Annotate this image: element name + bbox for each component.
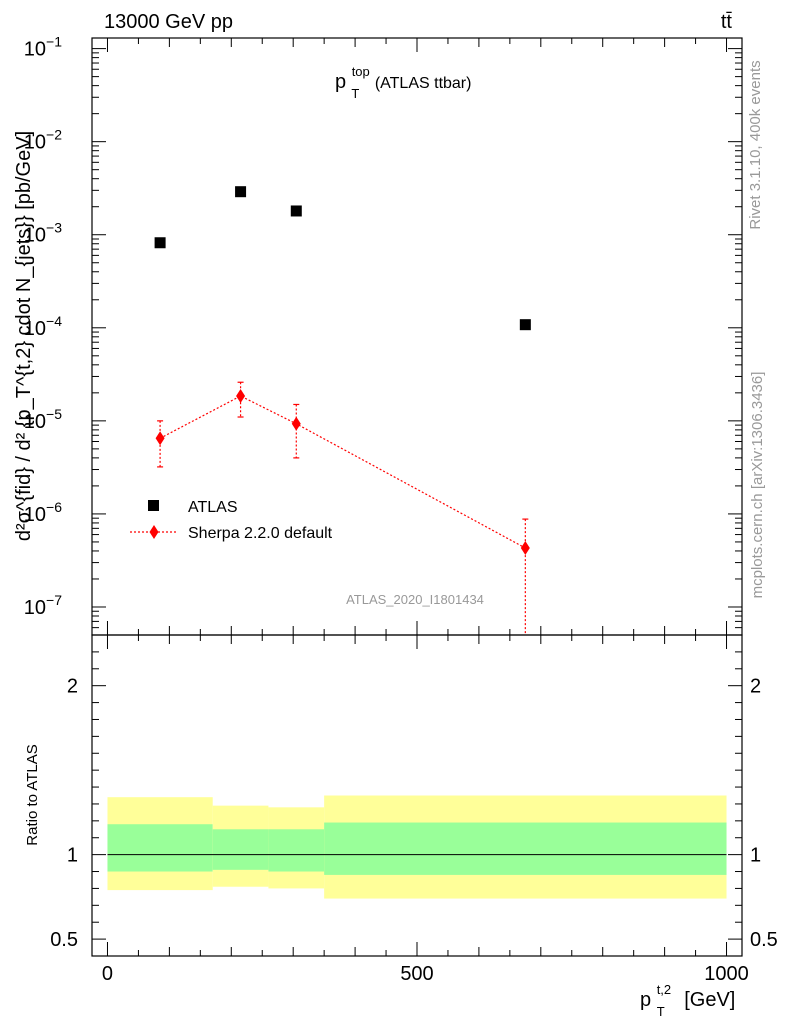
axis-ticks bbox=[92, 38, 742, 956]
title-sub: T bbox=[351, 86, 359, 101]
ratio-bands bbox=[107, 795, 727, 899]
sherpa-series bbox=[155, 381, 530, 635]
legend: ATLAS Sherpa 2.2.0 default bbox=[130, 499, 333, 542]
main-plot-frame bbox=[91, 37, 743, 636]
sherpa-point-1 bbox=[236, 388, 246, 403]
energy-label: 13000 GeV pp bbox=[104, 11, 233, 33]
main-y-tick-label-2: 10−5 bbox=[24, 406, 62, 433]
sherpa-point-2 bbox=[291, 416, 301, 431]
legend-atlas-marker bbox=[148, 500, 159, 511]
title-rest: (ATLAS ttbar) bbox=[375, 75, 472, 92]
main-y-tick-label-3: 10−4 bbox=[24, 313, 62, 340]
green-band-0 bbox=[107, 824, 213, 872]
green-band-2 bbox=[268, 829, 325, 872]
ratio-y-tick-label-left-0: 0.5 bbox=[50, 929, 78, 951]
sherpa-point-0 bbox=[155, 431, 165, 446]
atlas-point-0 bbox=[154, 237, 166, 249]
xlabel-unit: [GeV] bbox=[684, 989, 735, 1011]
title-main: p bbox=[335, 71, 346, 93]
main-y-tick-label-6: 10−1 bbox=[24, 34, 62, 61]
plot-title: p top T (ATLAS ttbar) bbox=[335, 59, 471, 103]
sherpa-point-3 bbox=[520, 541, 530, 556]
x-axis-label: p t,2 T [GeV] bbox=[640, 977, 735, 1021]
ratio-y-label-text: Ratio to ATLAS bbox=[24, 744, 41, 845]
xlabel-sub: T bbox=[657, 1004, 665, 1019]
xlabel-main: p bbox=[640, 989, 651, 1011]
sherpa-line bbox=[159, 395, 526, 549]
rivet-label: Rivet 3.1.10, 400k events bbox=[747, 60, 764, 229]
xlabel-sup: t,2 bbox=[657, 982, 671, 997]
mcplots-label: mcplots.cern.ch [arXiv:1306.3436] bbox=[749, 372, 766, 599]
ratio-y-tick-label-left-1: 1 bbox=[67, 845, 78, 867]
ratio-y-tick-label-right-2: 2 bbox=[750, 676, 761, 698]
main-y-label-text: d²σ^{fid} / d² {p_T^{t,2} cdot N_{jets}}… bbox=[13, 131, 35, 541]
rivet-label-text: Rivet 3.1.10, 400k events bbox=[747, 60, 764, 229]
legend-sherpa-marker bbox=[149, 525, 159, 539]
main-y-axis-label: d²σ^{fid} / d² {p_T^{t,2} cdot N_{jets}}… bbox=[13, 131, 35, 541]
x-tick-label-1: 500 bbox=[400, 963, 433, 985]
mcplots-label-text: mcplots.cern.ch [arXiv:1306.3436] bbox=[749, 372, 766, 599]
legend-sherpa-label: Sherpa 2.2.0 default bbox=[188, 525, 333, 542]
main-y-tick-label-1: 10−6 bbox=[24, 499, 62, 526]
atlas-point-3 bbox=[519, 319, 531, 331]
x-tick-label-2: 1000 bbox=[704, 963, 749, 985]
ratio-y-axis-label: Ratio to ATLAS bbox=[24, 744, 41, 845]
ratio-y-tick-label-right-0: 0.5 bbox=[750, 929, 778, 951]
main-y-tick-label-0: 10−7 bbox=[24, 592, 62, 619]
main-y-tick-label-5: 10−2 bbox=[24, 127, 62, 154]
analysis-id: ATLAS_2020_I1801434 bbox=[346, 592, 484, 607]
main-y-tick-label-4: 10−3 bbox=[24, 220, 62, 247]
ratio-y-tick-label-right-1: 1 bbox=[750, 845, 761, 867]
green-band-3 bbox=[324, 822, 727, 875]
process-label: tt̄ bbox=[721, 11, 733, 33]
x-tick-label-0: 0 bbox=[102, 963, 113, 985]
title-sup: top bbox=[352, 64, 370, 79]
atlas-point-1 bbox=[235, 186, 247, 198]
ratio-y-tick-label-left-2: 2 bbox=[67, 676, 78, 698]
atlas-point-2 bbox=[290, 205, 302, 217]
atlas-series bbox=[154, 186, 531, 331]
green-band-1 bbox=[212, 829, 269, 870]
legend-atlas-label: ATLAS bbox=[188, 499, 238, 516]
